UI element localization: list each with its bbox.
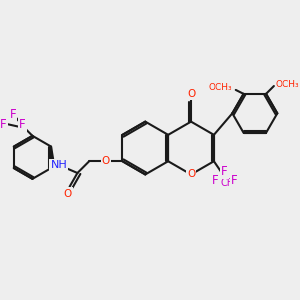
Text: O: O: [64, 188, 72, 199]
Text: F: F: [231, 174, 238, 187]
Text: F: F: [20, 118, 26, 130]
Text: OCH₃: OCH₃: [276, 80, 299, 88]
Text: NH: NH: [50, 160, 67, 170]
Text: O: O: [187, 89, 195, 99]
Text: OCH₃: OCH₃: [208, 83, 232, 92]
Text: F: F: [10, 108, 16, 121]
Text: O: O: [187, 169, 195, 179]
Text: F: F: [221, 164, 228, 178]
Text: O: O: [102, 156, 110, 166]
Text: F: F: [0, 118, 6, 130]
Text: CF₃: CF₃: [220, 178, 237, 188]
Text: F: F: [212, 174, 218, 187]
